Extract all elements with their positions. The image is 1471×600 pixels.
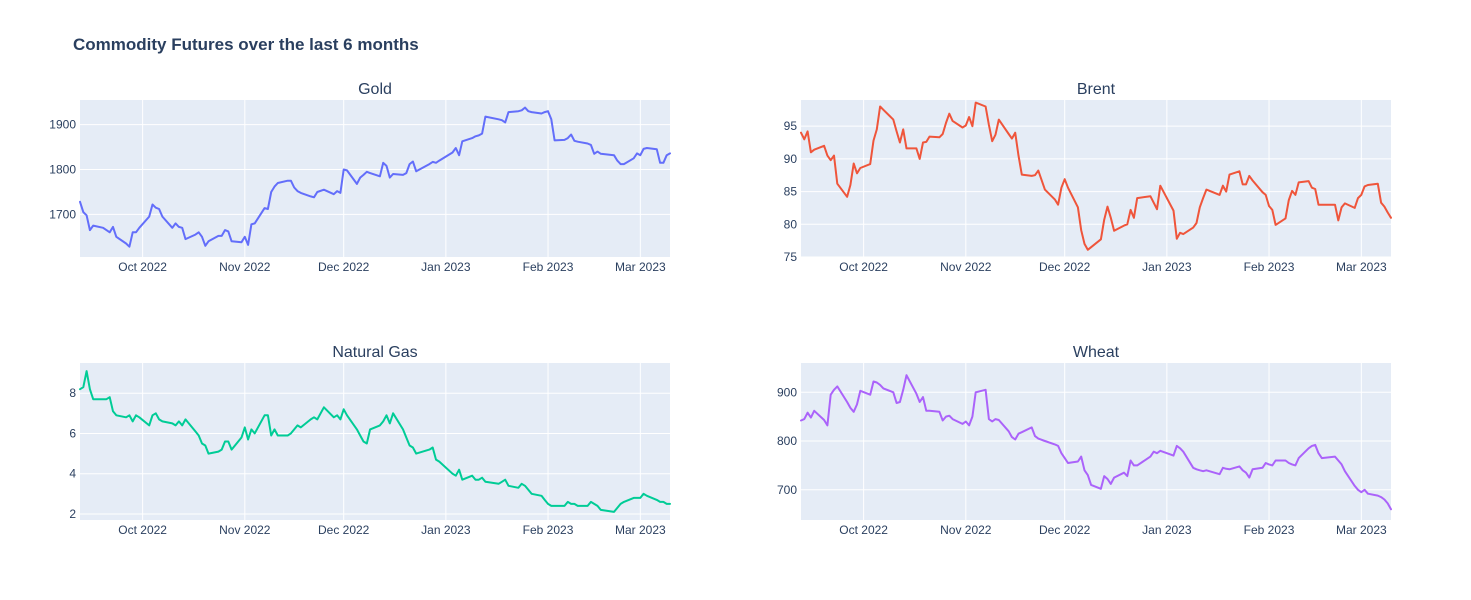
grid-lines	[80, 363, 670, 520]
subplot-title: Wheat	[1073, 344, 1120, 361]
x-tick-label: Feb 2023	[523, 523, 574, 537]
y-tick-label: 800	[777, 434, 797, 448]
x-tick-label: Dec 2022	[1039, 260, 1091, 274]
series-line	[79, 370, 671, 513]
y-tick-label: 95	[784, 119, 798, 133]
x-tick-label: Jan 2023	[1142, 523, 1192, 537]
x-tick-label: Nov 2022	[940, 260, 992, 274]
y-tick-label: 1800	[49, 163, 76, 177]
figure-title: Commodity Futures over the last 6 months	[73, 35, 419, 54]
x-tick-label: Nov 2022	[940, 523, 992, 537]
subplot-title: Brent	[1077, 81, 1116, 98]
y-tick-label: 90	[784, 152, 798, 166]
x-tick-label: Oct 2022	[118, 260, 167, 274]
series-line	[79, 106, 671, 248]
plot-area	[80, 363, 670, 520]
tick-labels: Oct 2022 Nov 2022 Dec 2022 Jan 2023 Feb 2023…	[777, 385, 1387, 537]
tick-labels: Oct 2022 Nov 2022 Dec 2022 Jan 2023 Feb 2023…	[49, 118, 666, 274]
y-tick-label: 2	[69, 507, 76, 521]
x-tick-label: Jan 2023	[421, 523, 471, 537]
x-tick-label: Nov 2022	[219, 260, 271, 274]
grid-lines	[80, 100, 670, 257]
tick-labels: Oct 2022 Nov 2022 Dec 2022 Jan 2023 Feb 2023…	[784, 119, 1387, 274]
y-tick-label: 1700	[49, 207, 76, 221]
subplot-title: Natural Gas	[332, 344, 417, 361]
x-tick-label: Oct 2022	[118, 523, 167, 537]
y-tick-label: 1900	[49, 118, 76, 132]
y-tick-label: 8	[69, 386, 76, 400]
x-tick-label: Dec 2022	[318, 260, 370, 274]
subplot-title: Gold	[358, 81, 392, 98]
x-tick-label: Mar 2023	[1336, 523, 1387, 537]
series-line	[800, 101, 1392, 251]
x-tick-label: Feb 2023	[1244, 523, 1295, 537]
y-tick-label: 80	[784, 217, 798, 231]
x-tick-label: Jan 2023	[421, 260, 471, 274]
x-tick-label: Mar 2023	[1336, 260, 1387, 274]
y-tick-label: 85	[784, 185, 798, 199]
tick-labels: Oct 2022 Nov 2022 Dec 2022 Jan 2023 Feb 2023…	[69, 386, 666, 537]
x-tick-label: Mar 2023	[615, 260, 666, 274]
x-tick-label: Oct 2022	[839, 523, 888, 537]
x-tick-label: Dec 2022	[318, 523, 370, 537]
x-tick-label: Nov 2022	[219, 523, 271, 537]
plot-area	[80, 100, 670, 257]
x-tick-label: Mar 2023	[615, 523, 666, 537]
y-tick-label: 700	[777, 483, 797, 497]
x-tick-label: Dec 2022	[1039, 523, 1091, 537]
y-tick-label: 900	[777, 385, 797, 399]
y-tick-label: 4	[69, 467, 76, 481]
y-tick-label: 75	[784, 250, 798, 264]
x-tick-label: Feb 2023	[1244, 260, 1295, 274]
grid-lines	[801, 363, 1391, 520]
subplot-natural-gas: Oct 2022 Nov 2022 Dec 2022 Jan 2023 Feb 2023…	[69, 344, 671, 537]
subplot-wheat: Oct 2022 Nov 2022 Dec 2022 Jan 2023 Feb 2023…	[777, 344, 1392, 537]
x-tick-label: Oct 2022	[839, 260, 888, 274]
subplot-gold: Oct 2022 Nov 2022 Dec 2022 Jan 2023 Feb 2023…	[49, 81, 671, 274]
subplot-brent: Oct 2022 Nov 2022 Dec 2022 Jan 2023 Feb 2023…	[784, 81, 1392, 274]
plot-area	[801, 100, 1391, 257]
series-line	[800, 374, 1392, 511]
y-tick-label: 6	[69, 426, 76, 440]
x-tick-label: Jan 2023	[1142, 260, 1192, 274]
x-tick-label: Feb 2023	[523, 260, 574, 274]
